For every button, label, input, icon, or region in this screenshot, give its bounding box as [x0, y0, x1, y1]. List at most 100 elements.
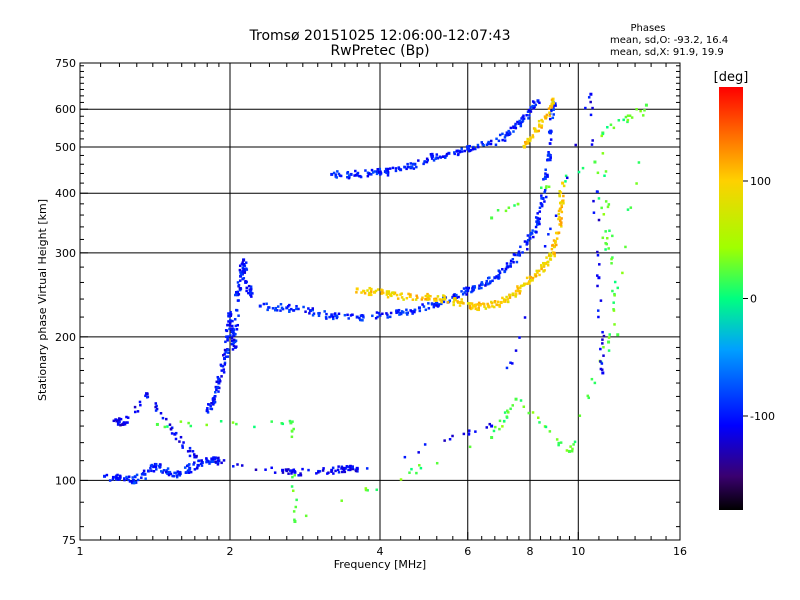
echo-point [239, 271, 242, 274]
echo-point [557, 443, 560, 447]
echo-point [550, 109, 553, 113]
echo-point [291, 475, 294, 479]
echo-point [494, 143, 498, 147]
echo-point [384, 167, 388, 171]
echo-point [181, 446, 184, 449]
echo-point [548, 153, 551, 156]
echo-point [291, 420, 294, 423]
echo-point [554, 102, 557, 105]
echo-point [293, 470, 296, 473]
echo-point [461, 293, 465, 296]
echo-point [502, 300, 506, 303]
echo-point [489, 142, 493, 146]
echo-point [517, 253, 520, 256]
echo-point [368, 172, 371, 176]
echo-point [524, 142, 528, 145]
echo-point [480, 281, 484, 284]
echo-point [550, 98, 554, 102]
echo-point [526, 110, 530, 113]
echo-point [458, 150, 462, 154]
echo-point [476, 143, 480, 147]
echo-point [529, 275, 532, 279]
echo-point [514, 295, 517, 298]
echo-point [249, 285, 253, 288]
echo-point [399, 168, 403, 172]
echo-point [223, 357, 226, 360]
echo-point [227, 351, 230, 354]
echo-point [288, 308, 291, 312]
echo-point [232, 330, 235, 333]
echo-point [514, 349, 518, 352]
echo-point [178, 440, 181, 443]
echo-point [561, 181, 565, 185]
echo-point [154, 463, 158, 466]
echo-point [224, 329, 228, 332]
echo-point [392, 291, 395, 294]
echo-point [577, 170, 581, 174]
echo-point [596, 254, 600, 257]
echo-point [231, 421, 235, 424]
echo-point [235, 309, 239, 312]
echo-point [472, 145, 475, 149]
echo-point [522, 114, 525, 117]
echo-point [379, 170, 382, 174]
echo-point [285, 469, 289, 472]
echo-point [526, 142, 530, 145]
echo-point [173, 471, 176, 475]
echo-point [497, 274, 500, 277]
echo-point [540, 194, 543, 197]
echo-point [175, 474, 178, 477]
echo-point [607, 349, 611, 352]
echo-point [325, 317, 328, 320]
echo-point [518, 336, 521, 339]
echo-point [245, 268, 249, 271]
echo-point [334, 173, 337, 176]
echo-point [131, 476, 134, 479]
echo-point [489, 139, 493, 143]
echo-point [616, 333, 620, 337]
echo-point [484, 284, 487, 287]
echo-point [567, 449, 571, 453]
echo-point [388, 167, 392, 170]
echo-point [159, 411, 163, 415]
echo-point [553, 252, 556, 256]
echo-point [387, 292, 391, 295]
echo-point [537, 119, 541, 123]
echo-point [509, 262, 512, 265]
echo-point [164, 470, 168, 474]
echo-point [435, 304, 438, 307]
echo-point [574, 143, 577, 147]
echo-point [211, 460, 215, 463]
echo-point [436, 295, 440, 298]
echo-point [601, 236, 605, 240]
echo-point [552, 108, 555, 111]
echo-point [452, 300, 455, 304]
echo-point [280, 306, 284, 310]
echo-point [446, 301, 450, 304]
echo-point [210, 407, 214, 411]
echo-point [516, 120, 519, 124]
echo-point [193, 461, 196, 464]
echo-point [127, 475, 131, 478]
echo-point [531, 279, 534, 282]
echo-point [240, 464, 244, 467]
echo-point [540, 267, 543, 271]
echo-point [587, 396, 591, 400]
echo-point [405, 167, 408, 171]
echo-point [529, 137, 532, 140]
echo-point [536, 271, 539, 274]
echo-point [494, 425, 497, 429]
echo-point [420, 298, 424, 301]
echo-point [405, 308, 408, 312]
echo-point [222, 459, 226, 462]
echo-point [443, 295, 446, 298]
echo-point [240, 273, 243, 276]
echo-point [231, 342, 235, 346]
echo-point [397, 166, 401, 169]
echo-point [546, 154, 550, 157]
echo-point [163, 425, 167, 429]
echo-point [504, 267, 508, 271]
echo-point [528, 138, 532, 142]
echo-point [304, 514, 308, 518]
echo-point [560, 210, 564, 214]
